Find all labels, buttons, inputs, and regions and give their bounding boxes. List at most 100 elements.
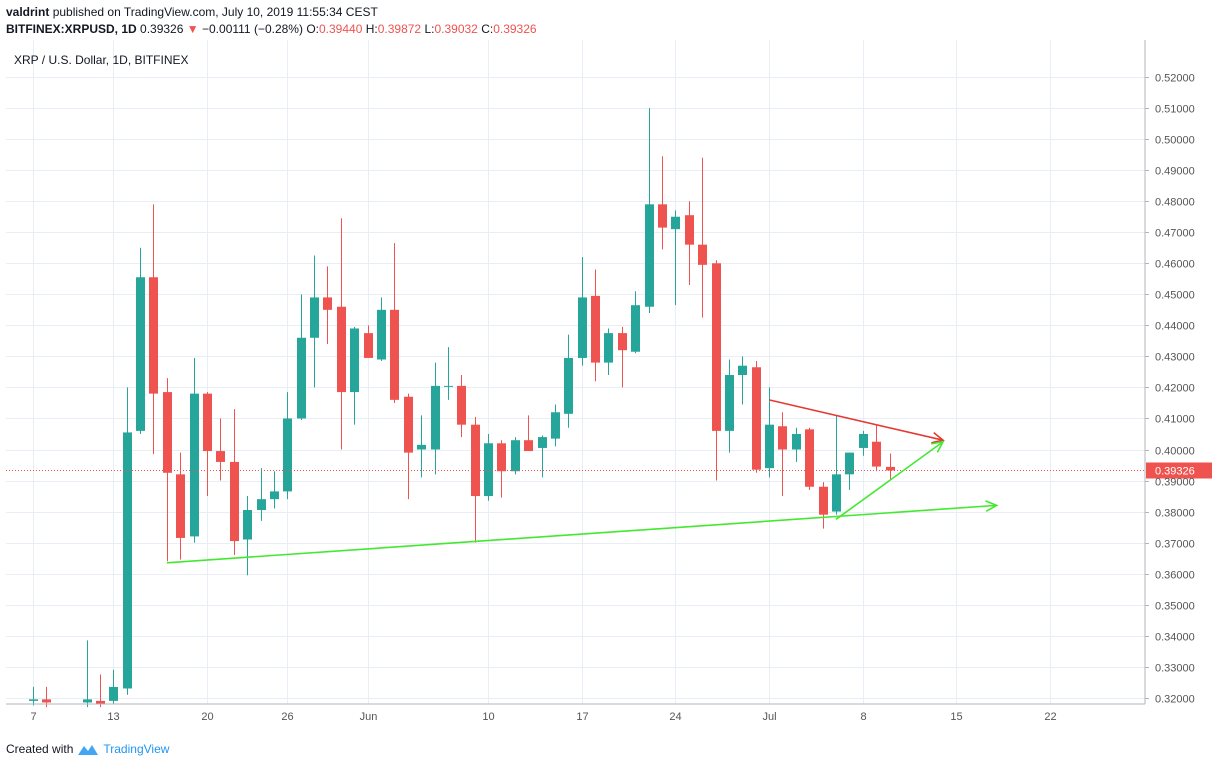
candle bbox=[123, 387, 132, 695]
x-tick-label: 13 bbox=[107, 711, 119, 723]
y-tick-label: 0.45000 bbox=[1155, 290, 1195, 302]
close-value: 0.39326 bbox=[493, 22, 537, 36]
y-tick-label: 0.43000 bbox=[1155, 352, 1195, 364]
candle bbox=[484, 433, 493, 501]
candle-body bbox=[283, 418, 292, 492]
symbol-label: BITFINEX:XRPUSD, 1D bbox=[6, 22, 137, 36]
candle-body bbox=[859, 433, 868, 448]
candle-body bbox=[805, 429, 814, 487]
chart-title: XRP / U.S. Dollar, 1D, BITFINEX bbox=[14, 53, 189, 67]
candle bbox=[270, 471, 279, 509]
candle-body bbox=[671, 216, 680, 230]
candle bbox=[163, 378, 172, 562]
candle bbox=[859, 430, 868, 456]
candle-body bbox=[431, 385, 440, 450]
candle bbox=[377, 297, 386, 362]
y-tick-label: 0.40000 bbox=[1155, 446, 1195, 458]
y-tick-label: 0.47000 bbox=[1155, 228, 1195, 240]
candle-body bbox=[645, 204, 654, 307]
trendline-support-long bbox=[166, 504, 997, 564]
candle-body bbox=[270, 491, 279, 500]
candle-body bbox=[417, 444, 426, 450]
candle-body bbox=[578, 297, 587, 358]
candle bbox=[230, 409, 239, 556]
candle-body bbox=[591, 295, 600, 363]
x-tick-label: 7 bbox=[30, 711, 36, 723]
y-tick-label: 0.38000 bbox=[1155, 508, 1195, 520]
candle bbox=[792, 427, 801, 462]
candle bbox=[832, 415, 841, 515]
publisher-name[interactable]: valdrint bbox=[6, 5, 50, 19]
candle bbox=[645, 108, 654, 313]
y-tick-label: 0.50000 bbox=[1155, 135, 1195, 147]
candle-body bbox=[551, 412, 560, 439]
candle-body bbox=[216, 451, 225, 462]
x-tick-label: 20 bbox=[201, 711, 213, 723]
candle bbox=[685, 201, 694, 286]
candle-body bbox=[42, 699, 51, 703]
publish-info: valdrint published on TradingView.com, J… bbox=[6, 5, 378, 19]
y-tick-label: 0.35000 bbox=[1155, 601, 1195, 613]
candle-body bbox=[136, 277, 145, 431]
candle bbox=[444, 347, 453, 400]
candle bbox=[310, 255, 319, 388]
candle bbox=[591, 269, 600, 382]
y-tick-label: 0.37000 bbox=[1155, 539, 1195, 551]
candle bbox=[631, 291, 640, 354]
x-tick-label: 24 bbox=[669, 711, 681, 723]
candle-body bbox=[109, 686, 118, 701]
current-price-label: 0.39326 bbox=[1155, 466, 1195, 478]
candle bbox=[712, 260, 721, 481]
candle bbox=[190, 357, 199, 543]
created-with-label: Created with bbox=[6, 742, 74, 756]
candle-body bbox=[29, 699, 38, 701]
candle bbox=[431, 362, 440, 475]
candle bbox=[404, 393, 413, 500]
x-tick-label: Jul bbox=[762, 711, 776, 723]
x-tick-label: 10 bbox=[482, 711, 494, 723]
arrowhead-resistance bbox=[931, 432, 945, 444]
candle-body bbox=[390, 309, 399, 400]
candle-body bbox=[243, 510, 252, 540]
candle bbox=[149, 204, 158, 455]
tradingview-logo-icon[interactable] bbox=[77, 742, 99, 756]
candle-body bbox=[96, 700, 105, 704]
footer: Created with TradingView bbox=[6, 742, 169, 756]
tradingview-brand-link[interactable]: TradingView bbox=[103, 742, 170, 756]
open-label: O: bbox=[306, 22, 319, 36]
candle-body bbox=[712, 263, 721, 431]
candle-body bbox=[257, 499, 266, 511]
candle-body bbox=[886, 466, 895, 471]
candle bbox=[765, 387, 774, 478]
y-tick-label: 0.52000 bbox=[1155, 73, 1195, 85]
candle-body bbox=[778, 426, 787, 450]
candle bbox=[604, 328, 613, 376]
candle bbox=[83, 640, 92, 708]
y-tick-label: 0.41000 bbox=[1155, 414, 1195, 426]
candle bbox=[725, 359, 734, 453]
candle-body bbox=[738, 365, 747, 376]
candle-body bbox=[163, 392, 172, 473]
candle bbox=[29, 686, 38, 706]
candle-body bbox=[845, 452, 854, 475]
candle-body bbox=[872, 441, 881, 467]
candle bbox=[109, 669, 118, 704]
candle bbox=[364, 325, 373, 358]
arrowhead-support-long bbox=[985, 500, 999, 513]
candle bbox=[337, 218, 346, 450]
candle bbox=[216, 418, 225, 481]
candle bbox=[417, 415, 426, 478]
current-price-badge bbox=[1146, 462, 1212, 479]
candle-body bbox=[538, 437, 547, 448]
candle bbox=[96, 674, 105, 708]
candle-body bbox=[511, 440, 520, 472]
y-tick-label: 0.44000 bbox=[1155, 321, 1195, 333]
candle bbox=[658, 156, 667, 250]
x-tick-label: 17 bbox=[576, 711, 588, 723]
candle bbox=[805, 427, 814, 490]
candle-body bbox=[176, 474, 185, 538]
candle-body bbox=[310, 297, 319, 338]
candle-body bbox=[404, 396, 413, 453]
candle-body bbox=[524, 440, 533, 452]
